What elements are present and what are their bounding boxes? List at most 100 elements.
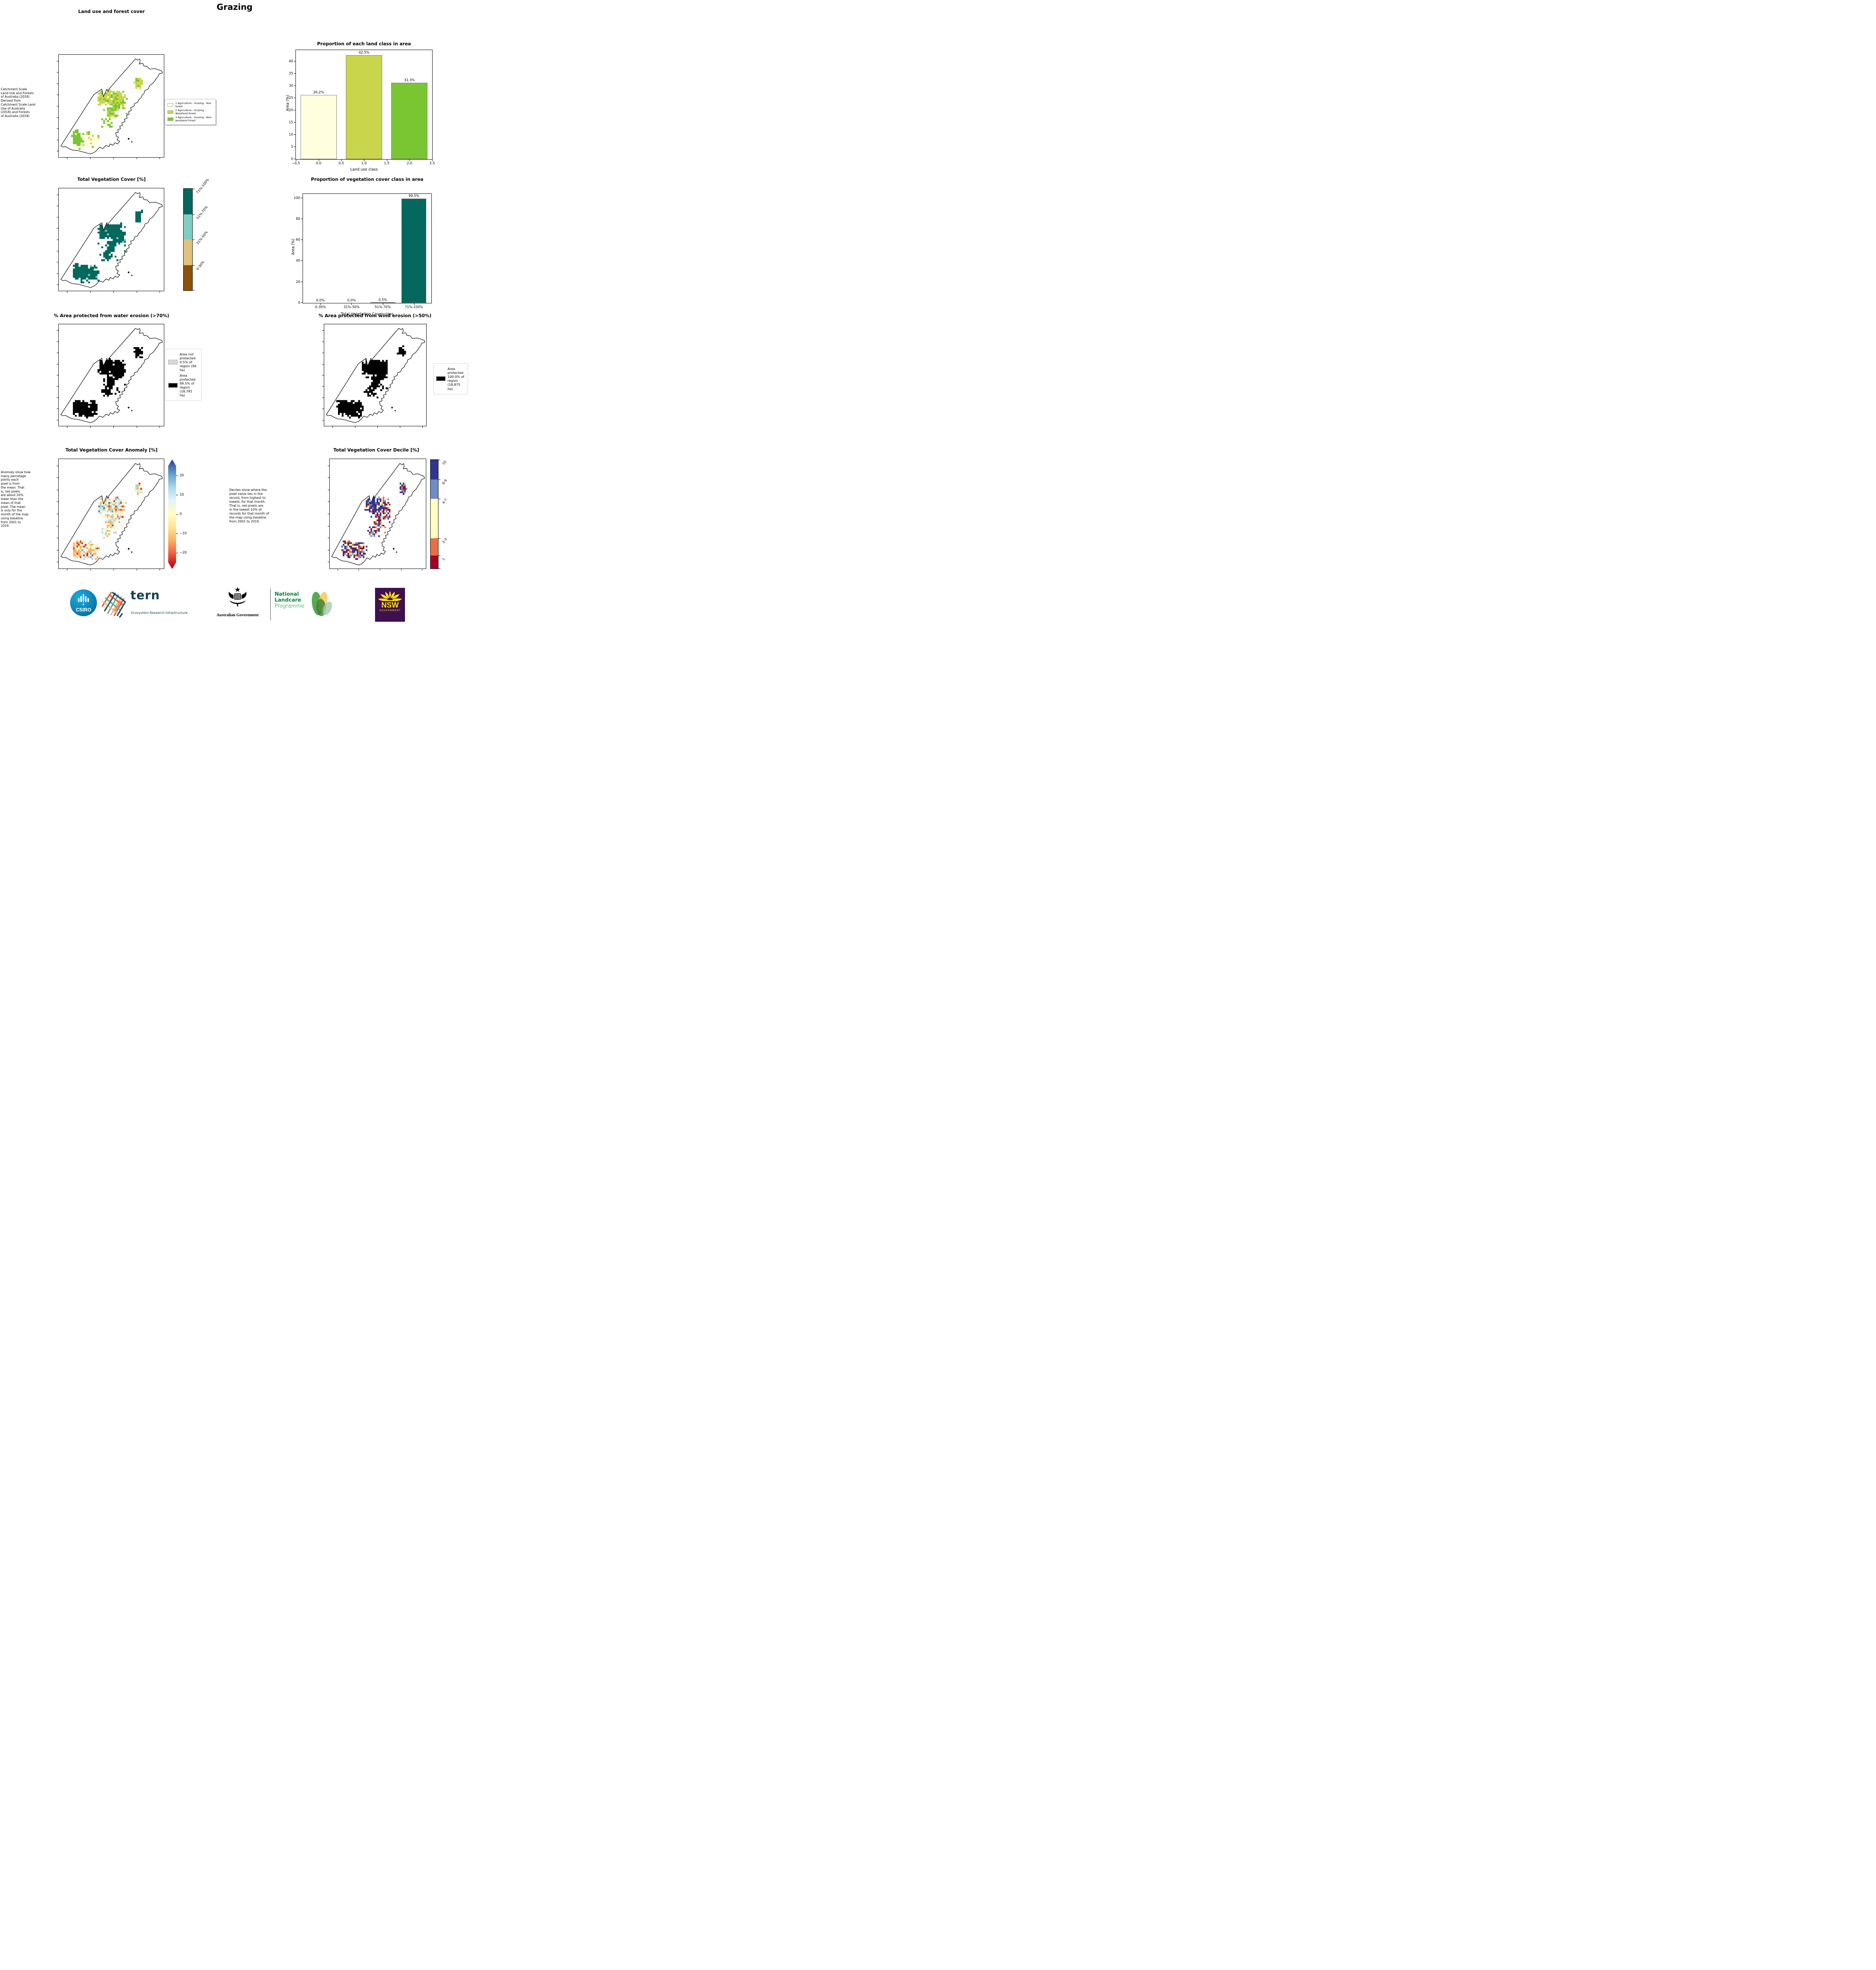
wind-map-canvas bbox=[324, 324, 426, 426]
landuse-map-canvas bbox=[59, 55, 164, 157]
map-x-tick bbox=[90, 291, 91, 293]
map-x-tick bbox=[113, 291, 114, 293]
x-tick-label: 0.0 bbox=[316, 162, 321, 165]
map-y-tick bbox=[322, 386, 324, 387]
map-y-tick bbox=[57, 330, 58, 331]
page-title: Grazing bbox=[216, 2, 253, 12]
bar-0 bbox=[300, 95, 337, 159]
colorbar-label: 10 bbox=[442, 460, 448, 466]
bar-value-label: 99.5% bbox=[409, 194, 420, 198]
map-x-tick bbox=[377, 426, 378, 428]
bar-2 bbox=[391, 82, 428, 159]
y-tick bbox=[294, 85, 296, 86]
x-tick-label: 1.0 bbox=[361, 162, 367, 165]
tvc-chart-ylabel: Area (%) bbox=[291, 238, 296, 255]
decile-map-title: Total Vegetation Cover Decile [%] bbox=[333, 447, 419, 453]
tern-australia-art-icon bbox=[102, 592, 126, 618]
landclass-chart-xlabel: Land use class bbox=[350, 167, 378, 172]
nsw-waratah-icon: NSW bbox=[378, 591, 402, 610]
australian-government-label: Australian Government bbox=[216, 613, 259, 617]
y-tick-label: 0 bbox=[298, 301, 300, 305]
anomaly-colorbar-label: 10 bbox=[180, 493, 184, 497]
y-tick bbox=[294, 73, 296, 74]
decile-map-canvas bbox=[330, 459, 426, 569]
y-tick-label: 15 bbox=[289, 120, 293, 125]
legend-label: Area not protected 0.5% of region (94 ha… bbox=[180, 352, 197, 372]
bar-value-label: 0.5% bbox=[378, 298, 387, 302]
tvc-chart: 0.0% 0.0% 0.5% 99.5% 0 20 40 60 80 100 0-30% 31%-50… bbox=[291, 193, 432, 316]
x-tick-label: 2.0 bbox=[407, 162, 412, 165]
map-x-tick bbox=[332, 426, 333, 428]
colorbar-segment bbox=[184, 214, 192, 240]
landclass-chart-plot: 26.2% 42.5% 31.3% 0 5 10 15 20 25 30 35 40 −0.5 0.0 0.… bbox=[289, 50, 435, 165]
bar-3 bbox=[401, 199, 427, 303]
landcare-wordmark: National Landcare Programme bbox=[275, 591, 305, 610]
bar-2 bbox=[370, 302, 396, 303]
map-y-tick bbox=[57, 117, 58, 118]
legend-label: Area protected 100.0% of region (18,875 … bbox=[448, 367, 464, 391]
colorbar-tick bbox=[193, 214, 195, 215]
landcare-line-1: National bbox=[275, 591, 299, 597]
wind-map bbox=[322, 324, 427, 428]
australian-government-crest-icon bbox=[228, 587, 247, 606]
colorbar-segment bbox=[431, 538, 438, 556]
landuse-description: Catchment Scale Land Use and Forests of … bbox=[1, 87, 35, 118]
y-tick-label: 40 bbox=[289, 59, 293, 63]
x-tick-label: 51%-70% bbox=[375, 305, 391, 309]
decile-colorbar: 10 8-9 4-7 2-3 1 bbox=[430, 459, 448, 569]
y-tick-label: 60 bbox=[296, 238, 300, 242]
bar-value-label: 31.3% bbox=[404, 78, 415, 82]
anomaly-colorbar-label: −10 bbox=[180, 531, 187, 535]
legend-item: Area protected 100.0% of region (18,875 … bbox=[436, 367, 465, 391]
legend-swatch bbox=[436, 376, 446, 381]
y-tick bbox=[294, 134, 296, 135]
anomaly-map-title: Total Vegetation Cover Anomaly [%] bbox=[65, 447, 158, 453]
map-x-tick bbox=[358, 569, 359, 571]
colorbar-tick bbox=[438, 568, 440, 569]
tern-wordmark: tern bbox=[130, 589, 160, 602]
legend-item: Area not protected 0.5% of region (94 ha… bbox=[168, 352, 199, 372]
water-map-title: % Area protected from water erosion (>70… bbox=[54, 313, 169, 318]
map-x-tick bbox=[90, 426, 91, 428]
water-map bbox=[57, 324, 164, 428]
landcare-line-3: Programme bbox=[275, 603, 305, 609]
y-tick-label: 0 bbox=[291, 157, 293, 161]
nsw-government-label: GOVERNMENT bbox=[379, 609, 401, 612]
anomaly-colorbar-tick bbox=[176, 533, 178, 534]
landuse-map-title: Land use and forest cover bbox=[78, 9, 145, 14]
nsw-wordmark: NSW bbox=[381, 601, 399, 608]
colorbar-segment bbox=[184, 189, 192, 214]
tern-subtitle: Ecosystem Research Infrastructure bbox=[131, 611, 188, 615]
colorbar-label: 0-30% bbox=[196, 260, 206, 271]
colorbar-segment bbox=[431, 499, 438, 538]
y-tick-label: 20 bbox=[289, 108, 293, 112]
colorbar-segment bbox=[184, 240, 192, 265]
legend-label: Area protected 99.5% of region (18,781 h… bbox=[180, 373, 196, 398]
legend-item: 3 Agriculture - Grazing - Non-woodland f… bbox=[167, 116, 213, 122]
x-tick-label: 71%-100% bbox=[405, 305, 423, 309]
bar-value-label: 42.5% bbox=[358, 51, 370, 55]
y-tick-label: 40 bbox=[296, 259, 300, 263]
y-tick-label: 5 bbox=[291, 145, 293, 149]
y-tick bbox=[301, 260, 303, 261]
colorbar-label: 51%-70% bbox=[196, 205, 209, 220]
x-tick-label: −0.5 bbox=[292, 162, 300, 165]
map-y-tick bbox=[57, 228, 58, 229]
legend-item: 1 Agriculture - Grazing - Non forest bbox=[167, 102, 213, 108]
legend-swatch bbox=[168, 383, 178, 388]
bar-1 bbox=[345, 55, 383, 159]
colorbar-segment bbox=[431, 555, 438, 569]
report-page: { "page": {"title": "Grazing"}, "panels"… bbox=[0, 0, 469, 623]
legend-swatch bbox=[167, 117, 173, 121]
colorbar-label: 31%-50% bbox=[196, 230, 209, 246]
anomaly-colorbar-tick bbox=[176, 514, 178, 515]
landuse-legend: 1 Agriculture - Grazing - Non forest 2 Ag… bbox=[165, 99, 216, 125]
legend-swatch bbox=[167, 110, 173, 114]
map-x-tick bbox=[90, 569, 91, 571]
map-x-tick bbox=[113, 569, 114, 571]
x-tick-label: 0.5 bbox=[338, 162, 344, 165]
landcare-line-2: Landcare bbox=[275, 597, 301, 603]
anomaly-map-canvas bbox=[59, 459, 164, 569]
map-x-tick bbox=[422, 426, 423, 428]
landuse-map bbox=[57, 54, 164, 159]
